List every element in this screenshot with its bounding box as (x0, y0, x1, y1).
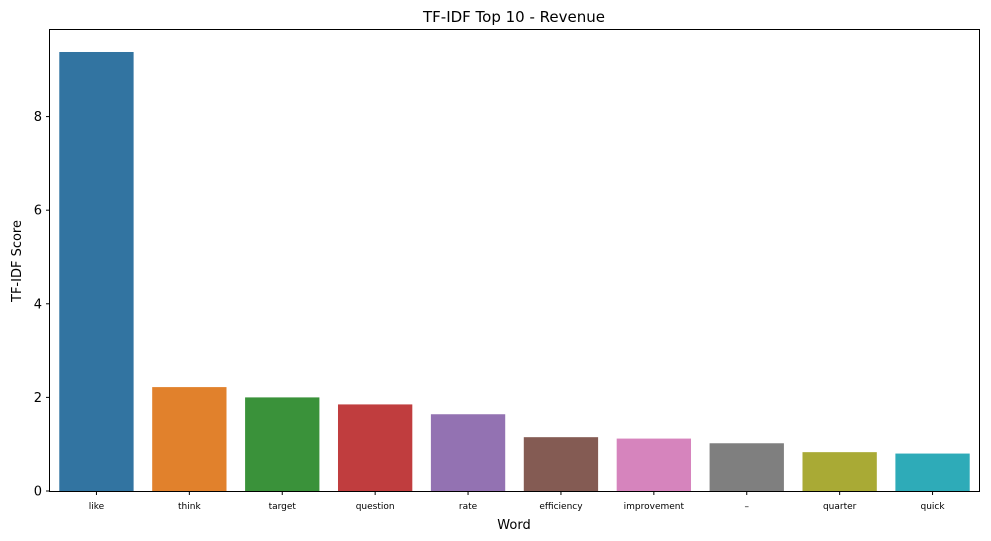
bar-10 (895, 453, 970, 491)
plot-area (49, 29, 980, 492)
y-axis-label: TF-IDF Score (10, 220, 25, 303)
x-axis-label: Word (497, 518, 530, 533)
bar-6 (523, 437, 599, 491)
bar-7 (616, 438, 692, 491)
x-tick-label: question (356, 502, 395, 512)
y-tick-label: 0 (34, 485, 42, 500)
y-tick-label: 2 (34, 391, 42, 406)
x-tick-label: – (745, 502, 750, 512)
bar-3 (245, 397, 320, 491)
x-tick-label: improvement (624, 502, 685, 512)
bar-8 (709, 443, 784, 491)
x-axis: like think target question rate efficiency imp… (89, 491, 946, 512)
y-tick-label: 4 (34, 297, 42, 312)
x-tick-label: quick (921, 502, 946, 512)
bar-5 (430, 414, 506, 491)
x-tick-label: quarter (823, 502, 857, 512)
x-tick-label: efficiency (539, 502, 583, 512)
x-tick-label: think (178, 502, 201, 512)
y-tick-label: 6 (34, 204, 42, 219)
bar-9 (802, 452, 877, 491)
chart-title: TF-IDF Top 10 - Revenue (422, 8, 605, 26)
bar-2 (152, 387, 227, 491)
bar-1 (59, 51, 134, 492)
plot-frame (49, 29, 980, 492)
y-axis: 0 2 4 6 8 (34, 110, 50, 500)
y-tick-label: 8 (34, 110, 42, 125)
x-tick-label: like (89, 502, 105, 512)
bars-group (59, 51, 970, 492)
bar-4 (337, 404, 413, 491)
x-tick-label: rate (459, 502, 478, 512)
x-tick-label: target (269, 502, 297, 512)
